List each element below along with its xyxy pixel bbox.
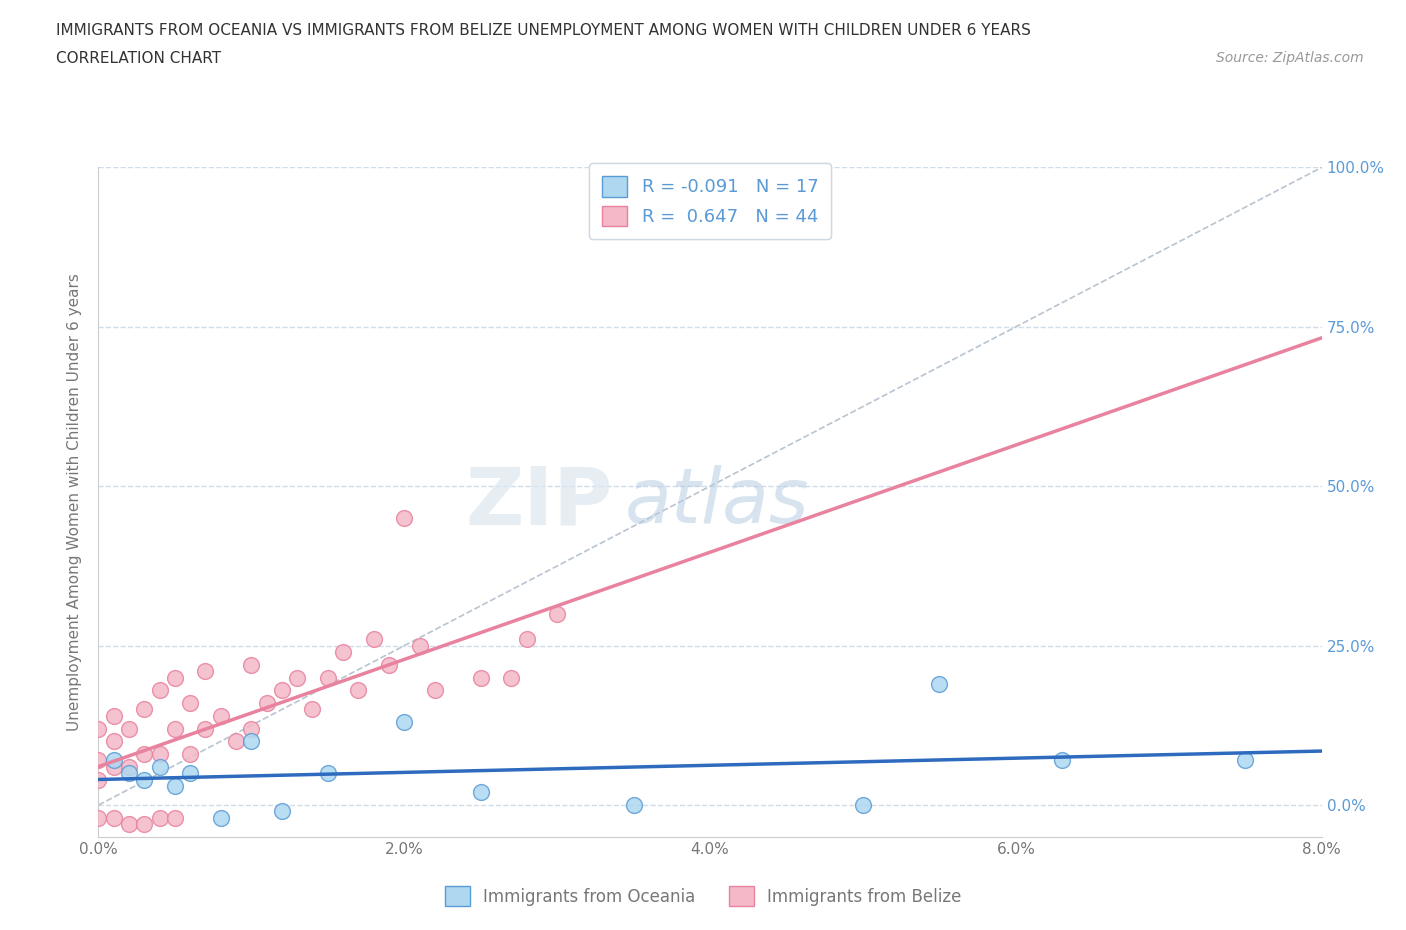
- Point: [194, 721, 217, 736]
- Point: [1234, 753, 1257, 768]
- Y-axis label: Unemployment Among Women with Children Under 6 years: Unemployment Among Women with Children U…: [67, 273, 83, 731]
- Point: [103, 709, 125, 724]
- Point: [516, 631, 538, 646]
- Point: [392, 511, 416, 525]
- Point: [240, 658, 263, 672]
- Text: CORRELATION CHART: CORRELATION CHART: [56, 51, 221, 66]
- Point: [179, 696, 201, 711]
- Point: [392, 715, 416, 730]
- Text: Source: ZipAtlas.com: Source: ZipAtlas.com: [1216, 51, 1364, 65]
- Point: [501, 671, 523, 685]
- Point: [163, 778, 186, 793]
- Point: [256, 696, 278, 711]
- Point: [209, 709, 232, 724]
- Point: [225, 734, 247, 749]
- Point: [240, 734, 263, 749]
- Point: [149, 747, 172, 762]
- Text: ZIP: ZIP: [465, 463, 612, 541]
- Point: [134, 772, 156, 787]
- Point: [149, 683, 172, 698]
- Text: atlas: atlas: [624, 465, 808, 539]
- Text: IMMIGRANTS FROM OCEANIA VS IMMIGRANTS FROM BELIZE UNEMPLOYMENT AMONG WOMEN WITH : IMMIGRANTS FROM OCEANIA VS IMMIGRANTS FR…: [56, 23, 1031, 38]
- Point: [623, 798, 645, 813]
- Point: [103, 760, 125, 775]
- Point: [363, 631, 385, 646]
- Point: [347, 683, 370, 698]
- Point: [423, 683, 446, 698]
- Point: [134, 817, 156, 831]
- Point: [546, 606, 568, 621]
- Point: [1050, 753, 1073, 768]
- Point: [103, 810, 125, 825]
- Legend: R = -0.091   N = 17, R =  0.647   N = 44: R = -0.091 N = 17, R = 0.647 N = 44: [589, 163, 831, 239]
- Point: [163, 671, 186, 685]
- Point: [270, 683, 294, 698]
- Point: [149, 810, 172, 825]
- Point: [285, 671, 308, 685]
- Point: [332, 644, 354, 659]
- Point: [87, 810, 110, 825]
- Point: [852, 798, 875, 813]
- Point: [163, 721, 186, 736]
- Point: [149, 760, 172, 775]
- Point: [316, 765, 339, 780]
- Legend: Immigrants from Oceania, Immigrants from Belize: Immigrants from Oceania, Immigrants from…: [439, 880, 967, 912]
- Point: [87, 721, 110, 736]
- Point: [301, 702, 323, 717]
- Point: [179, 765, 201, 780]
- Point: [928, 676, 950, 691]
- Point: [378, 658, 401, 672]
- Point: [163, 810, 186, 825]
- Point: [470, 671, 492, 685]
- Point: [118, 721, 141, 736]
- Point: [270, 804, 294, 819]
- Point: [134, 702, 156, 717]
- Point: [134, 747, 156, 762]
- Point: [316, 671, 339, 685]
- Point: [118, 765, 141, 780]
- Point: [87, 753, 110, 768]
- Point: [87, 772, 110, 787]
- Point: [103, 734, 125, 749]
- Point: [194, 664, 217, 679]
- Point: [118, 760, 141, 775]
- Point: [470, 785, 492, 800]
- Point: [179, 747, 201, 762]
- Point: [209, 810, 232, 825]
- Point: [408, 638, 430, 653]
- Point: [118, 817, 141, 831]
- Point: [240, 721, 263, 736]
- Point: [103, 753, 125, 768]
